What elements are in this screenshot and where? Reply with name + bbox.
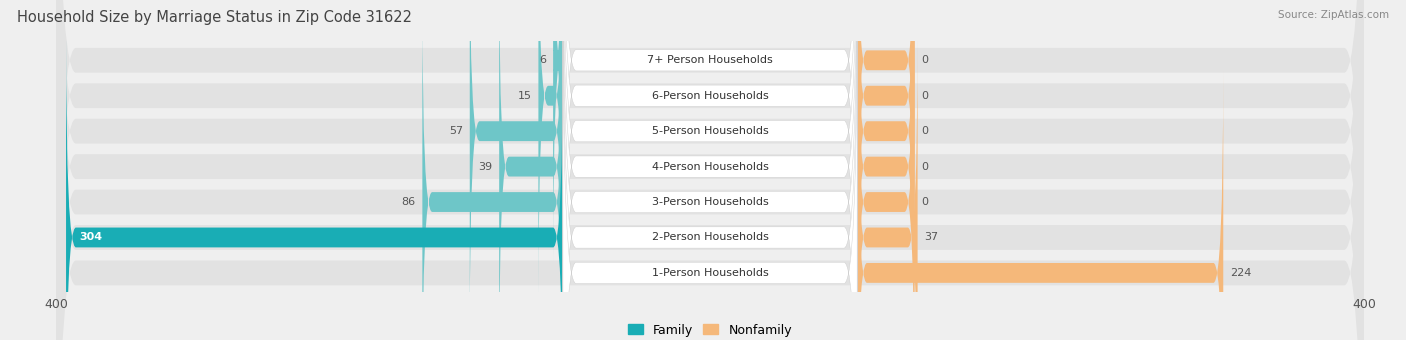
Text: 39: 39 (478, 162, 492, 172)
Text: 4-Person Households: 4-Person Households (651, 162, 769, 172)
Text: 57: 57 (449, 126, 463, 136)
Text: 2-Person Households: 2-Person Households (651, 233, 769, 242)
FancyBboxPatch shape (858, 0, 914, 340)
Text: 304: 304 (79, 233, 103, 242)
Legend: Family, Nonfamily: Family, Nonfamily (623, 319, 797, 340)
Text: 0: 0 (921, 126, 928, 136)
FancyBboxPatch shape (56, 0, 1364, 340)
FancyBboxPatch shape (858, 0, 914, 263)
Text: 15: 15 (517, 91, 531, 101)
FancyBboxPatch shape (858, 0, 914, 299)
Text: 37: 37 (924, 233, 938, 242)
FancyBboxPatch shape (858, 35, 918, 340)
FancyBboxPatch shape (66, 35, 562, 340)
FancyBboxPatch shape (562, 0, 858, 340)
FancyBboxPatch shape (562, 0, 858, 333)
FancyBboxPatch shape (858, 0, 914, 334)
FancyBboxPatch shape (56, 0, 1364, 340)
FancyBboxPatch shape (562, 0, 858, 340)
FancyBboxPatch shape (56, 0, 1364, 340)
Text: 0: 0 (921, 91, 928, 101)
Text: 6-Person Households: 6-Person Households (651, 91, 769, 101)
FancyBboxPatch shape (499, 0, 562, 340)
Text: 5-Person Households: 5-Person Households (651, 126, 769, 136)
FancyBboxPatch shape (56, 0, 1364, 340)
FancyBboxPatch shape (562, 0, 858, 340)
FancyBboxPatch shape (858, 70, 1223, 340)
Text: 1-Person Households: 1-Person Households (651, 268, 769, 278)
Text: 0: 0 (921, 55, 928, 65)
FancyBboxPatch shape (562, 0, 858, 340)
FancyBboxPatch shape (562, 0, 858, 340)
Text: 3-Person Households: 3-Person Households (651, 197, 769, 207)
Text: 0: 0 (921, 197, 928, 207)
FancyBboxPatch shape (470, 0, 562, 334)
FancyBboxPatch shape (538, 0, 562, 299)
FancyBboxPatch shape (56, 0, 1364, 340)
Text: 7+ Person Households: 7+ Person Households (647, 55, 773, 65)
Text: 86: 86 (402, 197, 416, 207)
Text: 6: 6 (540, 55, 547, 65)
FancyBboxPatch shape (422, 0, 562, 340)
FancyBboxPatch shape (56, 0, 1364, 340)
Text: 0: 0 (921, 162, 928, 172)
Text: Source: ZipAtlas.com: Source: ZipAtlas.com (1278, 10, 1389, 20)
FancyBboxPatch shape (553, 0, 562, 263)
FancyBboxPatch shape (562, 0, 858, 340)
Text: Household Size by Marriage Status in Zip Code 31622: Household Size by Marriage Status in Zip… (17, 10, 412, 25)
Text: 224: 224 (1230, 268, 1251, 278)
FancyBboxPatch shape (56, 0, 1364, 340)
FancyBboxPatch shape (858, 0, 914, 340)
